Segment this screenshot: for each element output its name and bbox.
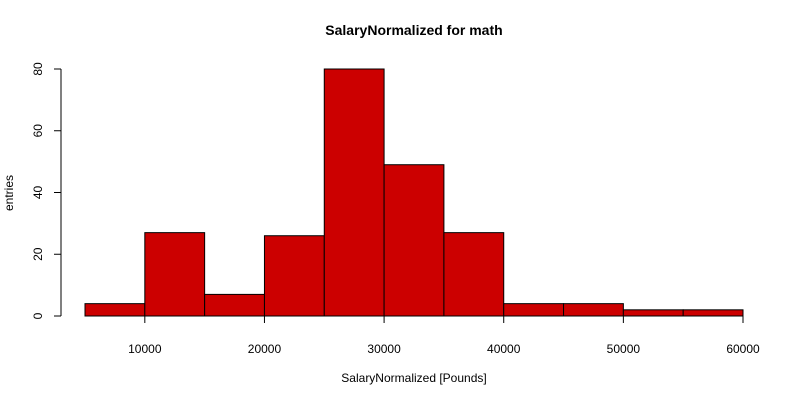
histogram-bar bbox=[263, 235, 325, 317]
y-tick-label: 80 bbox=[31, 62, 45, 76]
y-axis: 0 20 40 60 80 bbox=[31, 62, 62, 319]
y-tick-label: 0 bbox=[31, 312, 45, 319]
histogram-bar bbox=[563, 303, 624, 317]
x-axis-label: SalaryNormalized [Pounds] bbox=[341, 371, 486, 385]
x-tick-label: 50000 bbox=[607, 342, 641, 356]
x-tick-label: 30000 bbox=[367, 342, 401, 356]
histogram-bar bbox=[503, 303, 565, 317]
histogram-bar bbox=[323, 68, 385, 317]
chart-title: SalaryNormalized for math bbox=[325, 22, 502, 38]
x-axis: 10000 20000 30000 40000 50000 60000 bbox=[128, 315, 760, 356]
histogram-bar bbox=[144, 232, 206, 317]
x-tick-label: 40000 bbox=[487, 342, 521, 356]
histogram-bar bbox=[622, 309, 684, 317]
bars-group bbox=[84, 68, 744, 317]
histogram-bar bbox=[84, 303, 146, 317]
y-axis-label: entries bbox=[2, 175, 16, 211]
y-tick-label: 40 bbox=[31, 186, 45, 200]
histogram-bar bbox=[443, 232, 505, 317]
histogram-bar bbox=[682, 309, 744, 317]
histogram-bar bbox=[383, 164, 445, 317]
y-tick-label: 20 bbox=[31, 247, 45, 261]
x-tick-label: 60000 bbox=[726, 342, 760, 356]
histogram-bar bbox=[204, 293, 265, 317]
x-tick-label: 20000 bbox=[248, 342, 282, 356]
y-tick-label: 60 bbox=[31, 124, 45, 138]
x-tick-label: 10000 bbox=[128, 342, 162, 356]
